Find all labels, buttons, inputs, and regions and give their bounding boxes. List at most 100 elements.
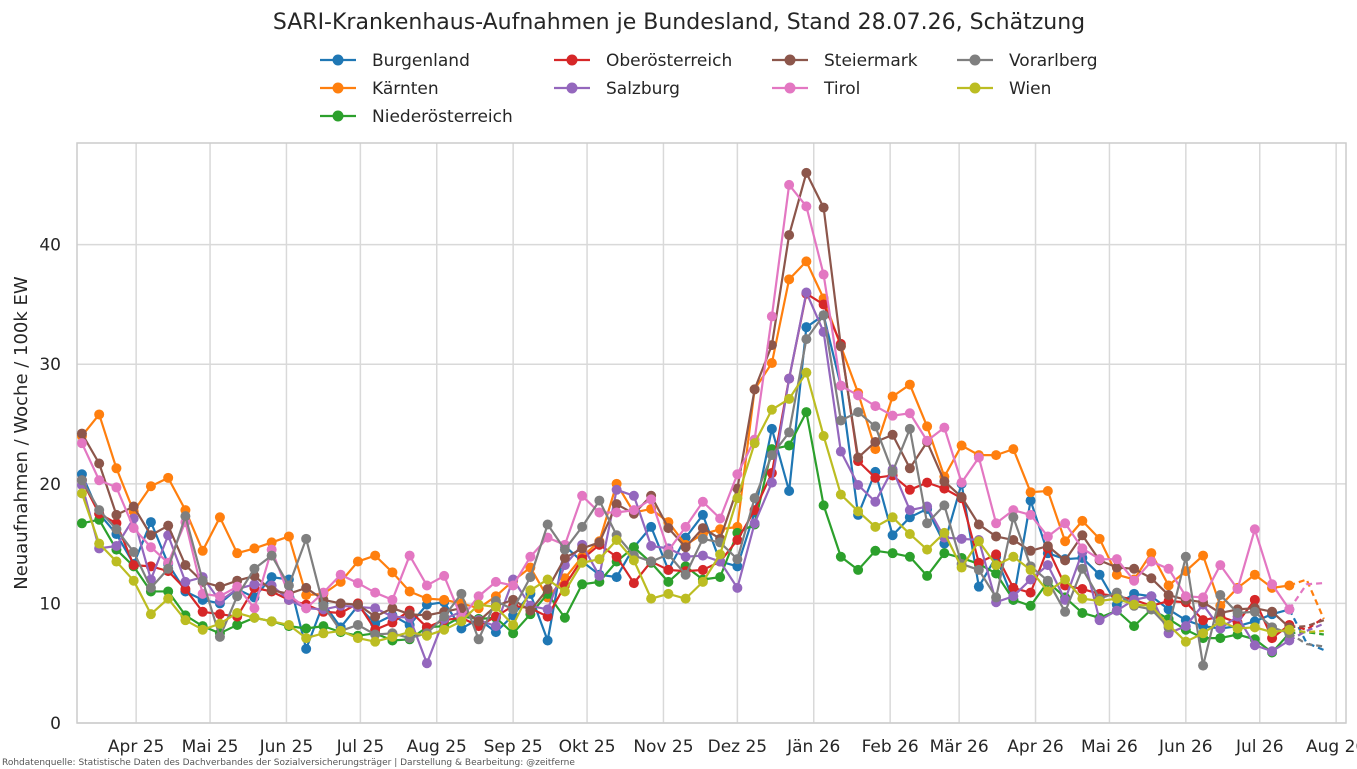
data-point [1077, 607, 1088, 618]
data-point [1215, 590, 1226, 601]
x-tick-label: Mai 25 [182, 737, 239, 757]
data-point [956, 562, 967, 573]
data-point [232, 548, 243, 559]
data-point [818, 310, 829, 321]
data-point [76, 518, 87, 529]
data-point [180, 615, 191, 626]
series-estimate-line [1288, 622, 1325, 642]
x-tick-label: Aug 26 [1306, 737, 1357, 757]
data-point [1025, 600, 1036, 611]
data-point [1146, 600, 1157, 611]
data-point [1060, 574, 1071, 585]
data-point [1025, 574, 1036, 585]
data-point [1215, 607, 1226, 618]
data-point [1042, 541, 1053, 552]
data-point [939, 476, 950, 487]
data-point [1180, 636, 1191, 647]
data-point [715, 549, 726, 560]
data-point [456, 623, 467, 634]
data-point [715, 513, 726, 524]
data-point [1060, 518, 1071, 529]
data-point [508, 580, 519, 591]
data-point [991, 450, 1002, 461]
data-point [1198, 660, 1209, 671]
data-point [887, 391, 898, 402]
data-point [387, 594, 398, 605]
legend-item: Niederösterreich [320, 107, 513, 127]
data-point [904, 529, 915, 540]
data-point [232, 619, 243, 630]
data-point [111, 509, 122, 520]
data-point [1129, 575, 1140, 586]
data-point [594, 507, 605, 518]
data-point [318, 621, 329, 632]
legend-label: Niederösterreich [372, 107, 513, 127]
y-tick-label: 30 [39, 355, 61, 375]
data-point [818, 430, 829, 441]
data-point [628, 490, 639, 501]
data-point [352, 599, 363, 610]
data-point [646, 541, 657, 552]
data-point [163, 472, 174, 483]
data-point [404, 586, 415, 597]
data-point [1060, 555, 1071, 566]
data-point [784, 373, 795, 384]
data-point [214, 591, 225, 602]
legend-label: Wien [1009, 79, 1051, 99]
data-point [870, 496, 881, 507]
data-point [439, 570, 450, 581]
data-point [128, 560, 139, 571]
data-point [249, 603, 260, 614]
data-point [853, 407, 864, 418]
legend-marker [969, 82, 981, 94]
data-point [473, 616, 484, 627]
data-point [853, 452, 864, 463]
legend-item: Salzburg [554, 79, 680, 99]
data-point [870, 401, 881, 412]
data-point [870, 436, 881, 447]
data-point [439, 611, 450, 622]
data-point [266, 572, 277, 583]
data-point [387, 567, 398, 578]
data-point [301, 590, 312, 601]
data-point [611, 535, 622, 546]
data-point [1163, 604, 1174, 615]
legend-label: Vorarlberg [1009, 51, 1098, 71]
data-point [525, 551, 536, 562]
series-line [80, 291, 1290, 665]
data-point [766, 311, 777, 322]
data-point [76, 475, 87, 486]
data-point [939, 500, 950, 511]
data-point [421, 658, 432, 669]
series-estimate-line [1289, 628, 1324, 634]
data-point [387, 603, 398, 614]
data-point [680, 542, 691, 553]
data-point [1008, 512, 1019, 523]
data-point [508, 594, 519, 605]
data-point [525, 605, 536, 616]
data-point [870, 521, 881, 532]
data-point [732, 582, 743, 593]
data-point [1180, 591, 1191, 602]
data-point [887, 466, 898, 477]
data-point [680, 593, 691, 604]
data-point [94, 538, 105, 549]
data-point [542, 519, 553, 530]
data-point [301, 623, 312, 634]
data-point [577, 579, 588, 590]
data-point [421, 580, 432, 591]
data-point [991, 518, 1002, 529]
data-point [197, 624, 208, 635]
data-point [697, 533, 708, 544]
y-tick-label: 10 [39, 594, 61, 614]
data-point [611, 551, 622, 562]
data-point [232, 581, 243, 592]
data-point [922, 570, 933, 581]
legend-marker [566, 54, 578, 66]
x-tick-label: Jän 26 [786, 737, 840, 757]
data-point [887, 410, 898, 421]
data-point [508, 604, 519, 615]
data-point [939, 527, 950, 538]
data-point [404, 609, 415, 620]
data-point [1042, 560, 1053, 571]
